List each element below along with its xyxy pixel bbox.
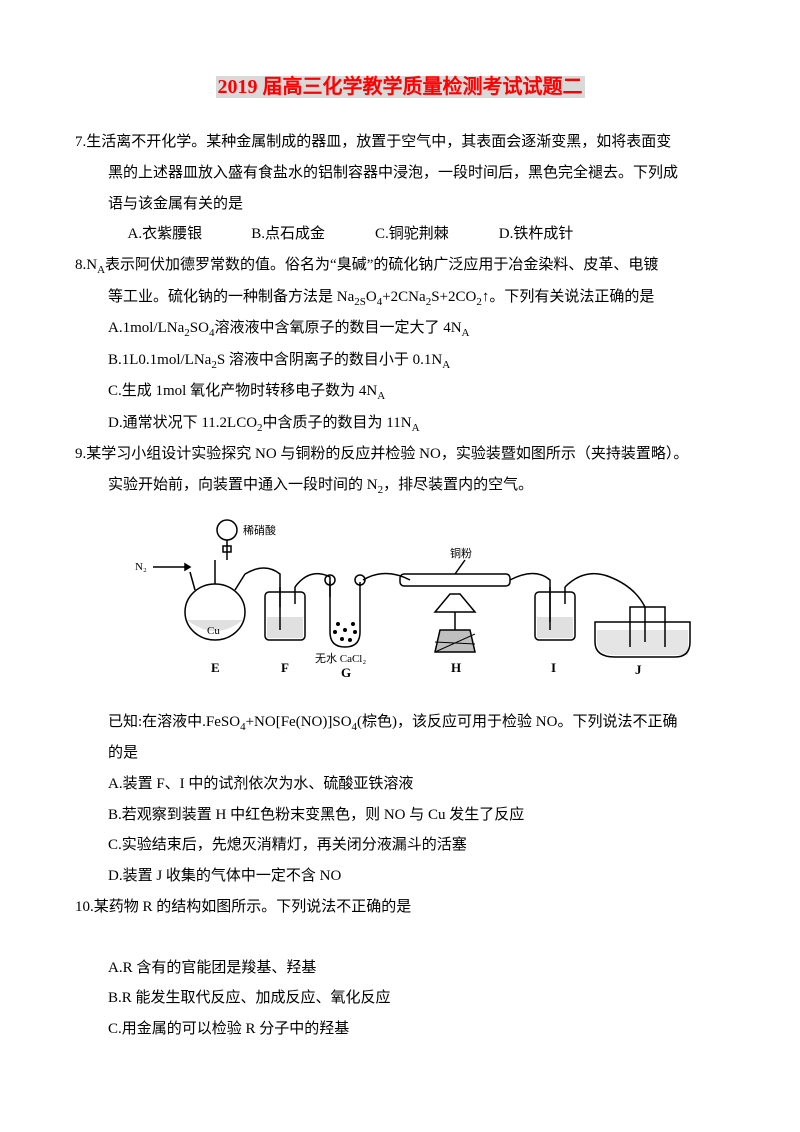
sub-A: A (97, 264, 105, 276)
label-e: E (211, 660, 220, 675)
q7-optC: C.铜驼荆棘 (375, 219, 495, 250)
q7-options: A.衣紫腰银 B.点石成金 C.铜驼荆棘 D.铁杵成针 (75, 219, 725, 250)
q9-l2b: ，排尽装置内的空气。 (383, 477, 533, 493)
apparatus-diagram: 稀硝酸 N₂ Cu E F 无水 CaCl₂ G (135, 512, 695, 692)
q10-figure-gap (75, 923, 725, 953)
q9-l2: 实验开始前，向装置中通入一段时间的 N2，排尽装置内的空气。 (75, 470, 725, 502)
q8-l2e: ↑。下列有关说法正确的是 (482, 289, 655, 305)
q9-optD: D.装置 J 收集的气体中一定不含 NO (75, 861, 725, 892)
label-g: G (341, 665, 351, 680)
q9-known: 已知:在溶液中.FeSO4+NO[Fe(NO)]SO4(棕色)，该反应可用于检验… (75, 707, 725, 739)
q9-kc: (棕色)，该反应可用于检验 NO。下列说法不正确 (357, 714, 677, 730)
q8-l2: 等工业。硫化钠的一种制备方法是 Na2SO4+2CNa2S+2CO2↑。下列有关… (75, 282, 725, 314)
q7-num: 7. (75, 134, 86, 150)
title-text: 2019 届高三化学教学质量检测考试试题二 (216, 76, 585, 98)
q8A-b: SO (190, 320, 209, 336)
page-title: 2019 届高三化学教学质量检测考试试题二 (75, 70, 725, 99)
q8-l2c: +2CNa (382, 289, 425, 305)
question-10: 10.某药物 R 的结构如图所示。下列说法不正确的是 (75, 892, 725, 923)
q7-optA: A.衣紫腰银 (128, 219, 248, 250)
q8B-b: S 溶液中含阴离子的数目小于 0.1N (217, 352, 442, 368)
q10-l1: 某药物 R 的结构如图所示。下列说法不正确的是 (94, 899, 412, 915)
label-i: I (551, 660, 556, 675)
label-wushui: 无水 CaCl₂ (315, 652, 366, 665)
q9-known2: 的是 (75, 738, 725, 769)
q9-optA: A.装置 F、I 中的试剂依次为水、硫酸亚铁溶液 (75, 769, 725, 800)
q8C-a: C.生成 1mol 氧化产物时转移电子数为 4N (108, 383, 377, 399)
q8D-a: D.通常状况下 11.2LCO (108, 415, 257, 431)
q8-optB: B.1L0.1mol/LNa2S 溶液中含阴离子的数目小于 0.1NA (75, 345, 725, 377)
label-j: J (635, 662, 642, 677)
q8D-b: 中含质子的数目为 11N (263, 415, 412, 431)
label-h: H (451, 660, 461, 675)
label-xixiaosuan: 稀硝酸 (243, 523, 276, 537)
label-f: F (281, 660, 289, 675)
q8-l2d: S+2CO (431, 289, 476, 305)
q9-kb: +NO[Fe(NO)]SO (246, 714, 352, 730)
q10-optC: C.用金属的可以检验 R 分子中的羟基 (75, 1014, 725, 1045)
exam-page: 2019 届高三化学教学质量检测考试试题二 7.生活离不开化学。某种金属制成的器… (0, 0, 800, 1085)
q8-optD: D.通常状况下 11.2LCO2中含质子的数目为 11NA (75, 408, 725, 440)
q9-optC: C.实验结束后，先熄灭消精灯，再关闭分液漏斗的活塞 (75, 830, 725, 861)
question-7: 7.生活离不开化学。某种金属制成的器皿，放置于空气中，其表面会逐渐变黑，如将表面… (75, 127, 725, 158)
q9-l1: 某学习小组设计实验探究 NO 与铜粉的反应并检验 NO，实验装暨如图所示（夹持装… (86, 446, 688, 462)
q7-l3: 语与该金属有关的是 (75, 189, 725, 220)
q9-ka: 已知:在溶液中.FeSO (108, 714, 240, 730)
label-n2: N₂ (135, 561, 147, 573)
q10-num: 10. (75, 899, 94, 915)
q7-l2: 黑的上述器皿放入盛有食盐水的铝制容器中浸泡，一段时间后，黑色完全褪去。下列成 (75, 158, 725, 189)
q7-l1: 生活离不开化学。某种金属制成的器皿，放置于空气中，其表面会逐渐变黑，如将表面变 (86, 134, 671, 150)
q9-optB: B.若观察到装置 H 中红色粉末变黑色，则 NO 与 Cu 发生了反应 (75, 800, 725, 831)
q8-num: 8. (75, 257, 86, 273)
q9-num: 9. (75, 446, 86, 462)
q9-l2a: 实验开始前，向装置中通入一段时间的 N (108, 477, 378, 493)
sub-Ac: A (442, 359, 450, 371)
question-9: 9.某学习小组设计实验探究 NO 与铜粉的反应并检验 NO，实验装暨如图所示（夹… (75, 439, 725, 470)
q8-optC: C.生成 1mol 氧化产物时转移电子数为 4NA (75, 376, 725, 408)
sub-Ae: A (412, 422, 420, 434)
q7-optB: B.点石成金 (251, 219, 371, 250)
q8A-a: A.1mol/LNa (108, 320, 184, 336)
q8-optA: A.1mol/LNa2SO4溶液液中含氧原子的数目一定大了 4NA (75, 313, 725, 345)
q8-l1a: N (86, 257, 97, 273)
q8-l2a: 等工业。硫化钠的一种制备方法是 Na (108, 289, 354, 305)
label-cu: Cu (207, 625, 220, 637)
question-8: 8.NA表示阿伏加德罗常数的值。俗名为“臭碱”的硫化钠广泛应用于冶金染料、皮革、… (75, 250, 725, 282)
q7-optD: D.铁杵成针 (499, 219, 574, 250)
q8A-c: 溶液液中含氧原子的数目一定大了 4N (214, 320, 461, 336)
sub-Ad: A (377, 390, 385, 402)
q10-optA: A.R 含有的官能团是羧基、羟基 (75, 953, 725, 984)
q8-l2b: O (366, 289, 377, 305)
q10-optB: B.R 能发生取代反应、加成反应、氧化反应 (75, 983, 725, 1014)
q8B-a: B.1L0.1mol/LNa (108, 352, 211, 368)
q8-l1b: 表示阿伏加德罗常数的值。俗名为“臭碱”的硫化钠广泛应用于冶金染料、皮革、电镀 (105, 257, 658, 273)
sub-Ab: A (462, 327, 470, 339)
label-tongfen: 铜粉 (450, 546, 472, 560)
sub-2s: 2S (354, 296, 366, 308)
